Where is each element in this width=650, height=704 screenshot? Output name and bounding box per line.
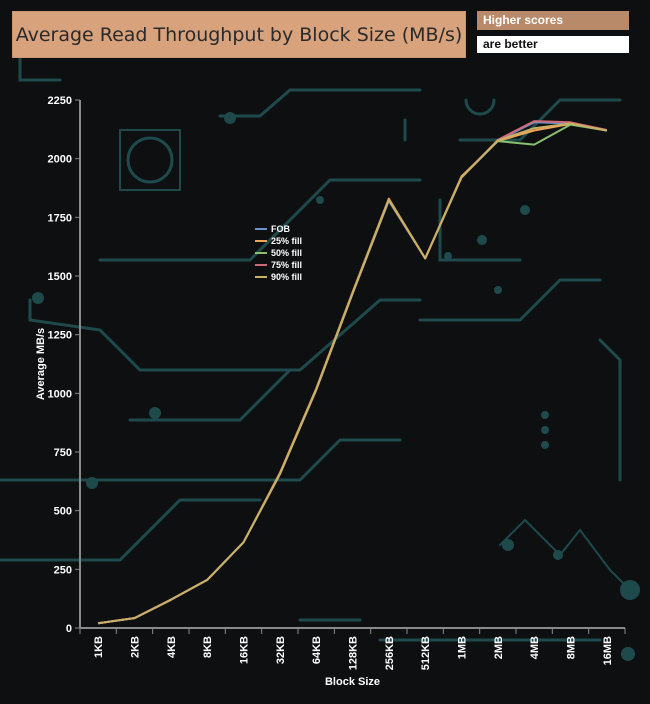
x-tick-label: 4KB [166,636,178,658]
x-tick-label: 1MB [457,636,469,659]
series-layer [98,120,608,625]
x-tick-label: 8MB [566,636,578,659]
y-axis-title: Average MB/s [35,328,47,400]
legend-label: 90% fill [271,272,302,282]
chart-title-box: Average Read Throughput by Block Size (M… [12,11,466,58]
x-tick-label: 128KB [348,636,360,670]
x-tick-label: 32KB [275,636,287,664]
legend-label: 50% fill [271,248,302,258]
x-tick-label: 64KB [311,636,323,664]
x-tick-label: 4MB [529,636,541,659]
x-tick-label: 2MB [493,636,505,659]
legend-label: 75% fill [271,260,302,270]
y-tick-label: 0 [66,623,72,635]
axes: 0 250 500 750 1000 1250 1500 1750 2000 2250 1KB 2KB… [48,95,626,670]
series-line-4 [98,122,607,625]
y-tick-label: 1750 [48,212,72,224]
x-tick-label: 2KB [130,636,142,658]
y-tick-label: 2000 [48,154,72,166]
legend: FOB 25% fill 50% fill 75% fill 90% fill [255,224,302,282]
legend-label: 25% fill [271,236,302,246]
y-tick-label: 750 [54,447,72,459]
x-tick-label: 256KB [384,636,396,670]
x-axis-title: Block Size [325,676,380,688]
x-tick-label: 512KB [420,636,432,670]
y-tick-label: 1000 [48,388,72,400]
x-tick-label: 8KB [202,636,214,658]
x-tick-label: 16KB [239,636,251,664]
series-line-3 [98,120,608,625]
series-line-1 [98,122,607,625]
series-line-2 [98,123,607,625]
y-tick-label: 500 [54,506,72,518]
chart-title: Average Read Throughput by Block Size (M… [15,23,463,46]
x-tick-label: 16MB [602,636,614,665]
series-line-0 [98,121,607,625]
x-tick-label: 1KB [93,636,105,658]
y-tick-label: 2250 [48,95,72,107]
note-line-1: Higher scores [477,11,629,30]
y-tick-label: 1500 [48,271,72,283]
y-tick-label: 1250 [48,330,72,342]
note-line-2: are better [477,36,629,53]
legend-label: FOB [271,224,290,234]
y-tick-label: 250 [54,564,72,576]
